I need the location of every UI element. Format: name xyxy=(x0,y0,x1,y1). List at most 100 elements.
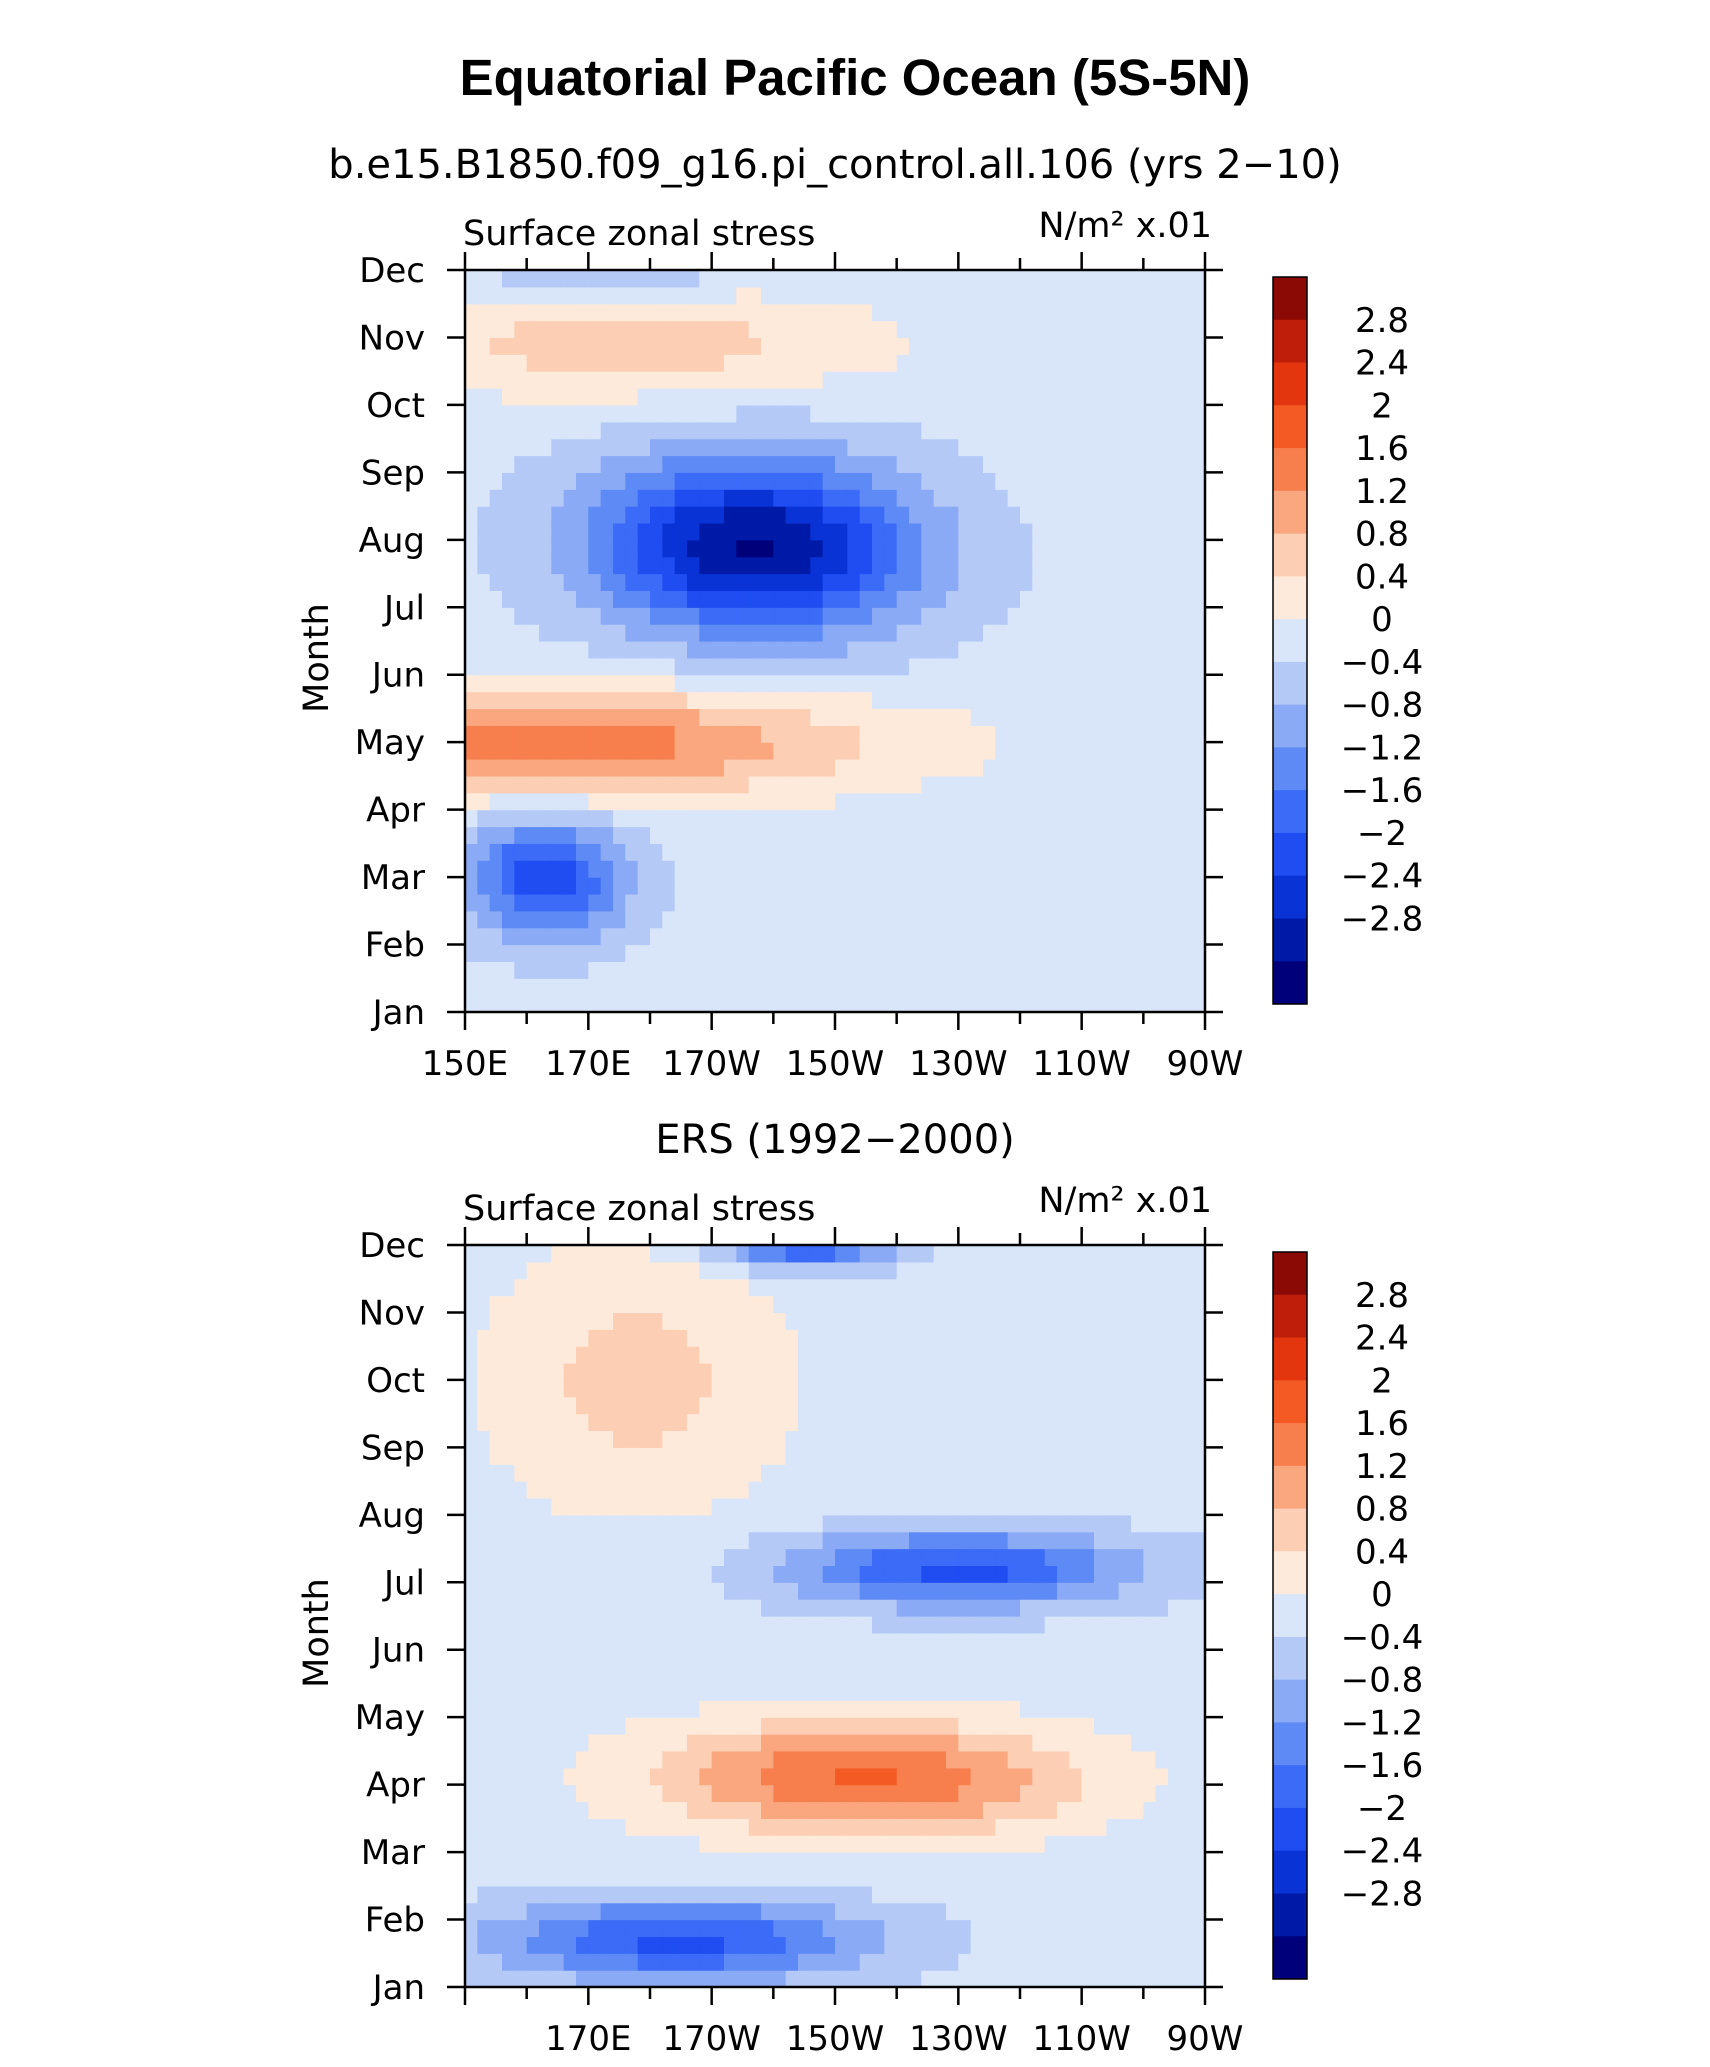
contour-cell xyxy=(810,1970,823,1987)
contour-cell xyxy=(514,1549,527,1566)
contour-cell xyxy=(625,928,638,945)
contour-cell xyxy=(1069,1785,1082,1802)
contour-cell xyxy=(1069,945,1082,962)
contour-cell xyxy=(576,1633,589,1650)
contour-cell xyxy=(724,1312,737,1329)
contour-cell xyxy=(699,843,712,860)
contour-cell xyxy=(465,911,478,928)
contour-cell xyxy=(687,742,700,759)
contour-cell xyxy=(798,1464,811,1481)
contour-cell xyxy=(761,978,774,995)
contour-cell xyxy=(539,1464,552,1481)
contour-cell xyxy=(477,557,490,574)
contour-cell xyxy=(934,1245,947,1262)
contour-cell xyxy=(1180,388,1193,405)
contour-cell xyxy=(934,1363,947,1380)
contour-cell xyxy=(675,1599,688,1616)
contour-cell xyxy=(527,1245,540,1262)
contour-cell xyxy=(564,1852,577,1869)
contour-cell xyxy=(1069,1717,1082,1734)
contour-cell xyxy=(465,1599,478,1616)
contour-cell xyxy=(847,1312,860,1329)
contour-cell xyxy=(625,1869,638,1886)
contour-cell xyxy=(934,1329,947,1346)
contour-cell xyxy=(638,1447,651,1464)
contour-cell xyxy=(872,472,885,489)
contour-cell xyxy=(786,1886,799,1903)
contour-cell xyxy=(613,354,626,371)
contour-cell xyxy=(564,810,577,827)
contour-cell xyxy=(675,304,688,321)
contour-cell xyxy=(946,1582,959,1599)
contour-cell xyxy=(465,1667,478,1684)
contour-cell xyxy=(847,557,860,574)
contour-cell xyxy=(995,843,1008,860)
contour-cell xyxy=(921,1683,934,1700)
contour-cell xyxy=(1057,1549,1070,1566)
contour-cell xyxy=(1045,607,1058,624)
contour-cell xyxy=(638,1835,651,1852)
contour-cell xyxy=(527,708,540,725)
contour-cell xyxy=(564,1650,577,1667)
contour-cell xyxy=(958,1768,971,1785)
contour-cell xyxy=(835,1970,848,1987)
contour-cell xyxy=(588,1768,601,1785)
contour-cell xyxy=(625,304,638,321)
contour-cell xyxy=(490,658,503,675)
contour-cell xyxy=(872,860,885,877)
contour-cell xyxy=(564,270,577,287)
contour-cell xyxy=(699,725,712,742)
contour-cell xyxy=(514,1599,527,1616)
contour-cell xyxy=(1008,995,1021,1012)
contour-cell xyxy=(749,793,762,810)
contour-cell xyxy=(1008,641,1021,658)
contour-cell xyxy=(551,759,564,776)
contour-cell xyxy=(490,1751,503,1768)
contour-cell xyxy=(539,1920,552,1937)
contour-cell xyxy=(1069,1329,1082,1346)
contour-cell xyxy=(946,1768,959,1785)
contour-cell xyxy=(971,321,984,338)
contour-cell xyxy=(502,1279,515,1296)
contour-cell xyxy=(749,860,762,877)
contour-cell xyxy=(847,1498,860,1515)
contour-cell xyxy=(1156,270,1169,287)
contour-cell xyxy=(860,742,873,759)
contour-cell xyxy=(1193,574,1206,591)
contour-cell xyxy=(502,1565,515,1582)
contour-cell xyxy=(638,928,651,945)
contour-cell xyxy=(1094,894,1107,911)
contour-cell xyxy=(601,658,614,675)
contour-cell xyxy=(502,1312,515,1329)
contour-cell xyxy=(983,641,996,658)
contour-cell xyxy=(1032,894,1045,911)
contour-cell xyxy=(502,827,515,844)
contour-cell xyxy=(921,1532,934,1549)
contour-cell xyxy=(613,1903,626,1920)
contour-cell xyxy=(798,928,811,945)
contour-cell xyxy=(1045,354,1058,371)
panel-2-ylabel: Month xyxy=(297,1578,337,1688)
contour-cell xyxy=(1032,978,1045,995)
contour-cell xyxy=(1168,607,1181,624)
contour-cell xyxy=(1032,1414,1045,1431)
contour-cell xyxy=(946,1683,959,1700)
contour-cell xyxy=(983,1683,996,1700)
contour-cell xyxy=(946,1498,959,1515)
contour-cell xyxy=(465,776,478,793)
contour-cell xyxy=(687,759,700,776)
colorbar-label: −1.2 xyxy=(1341,728,1424,768)
contour-cell xyxy=(638,793,651,810)
contour-cell xyxy=(1069,641,1082,658)
contour-cell xyxy=(909,725,922,742)
contour-cell xyxy=(1131,624,1144,641)
contour-cell xyxy=(761,540,774,557)
contour-cell xyxy=(1106,708,1119,725)
contour-cell xyxy=(749,321,762,338)
contour-cell xyxy=(687,422,700,439)
contour-cell xyxy=(761,1818,774,1835)
contour-cell xyxy=(884,1329,897,1346)
contour-cell xyxy=(527,456,540,473)
contour-cell xyxy=(675,1953,688,1970)
contour-cell xyxy=(1057,388,1070,405)
